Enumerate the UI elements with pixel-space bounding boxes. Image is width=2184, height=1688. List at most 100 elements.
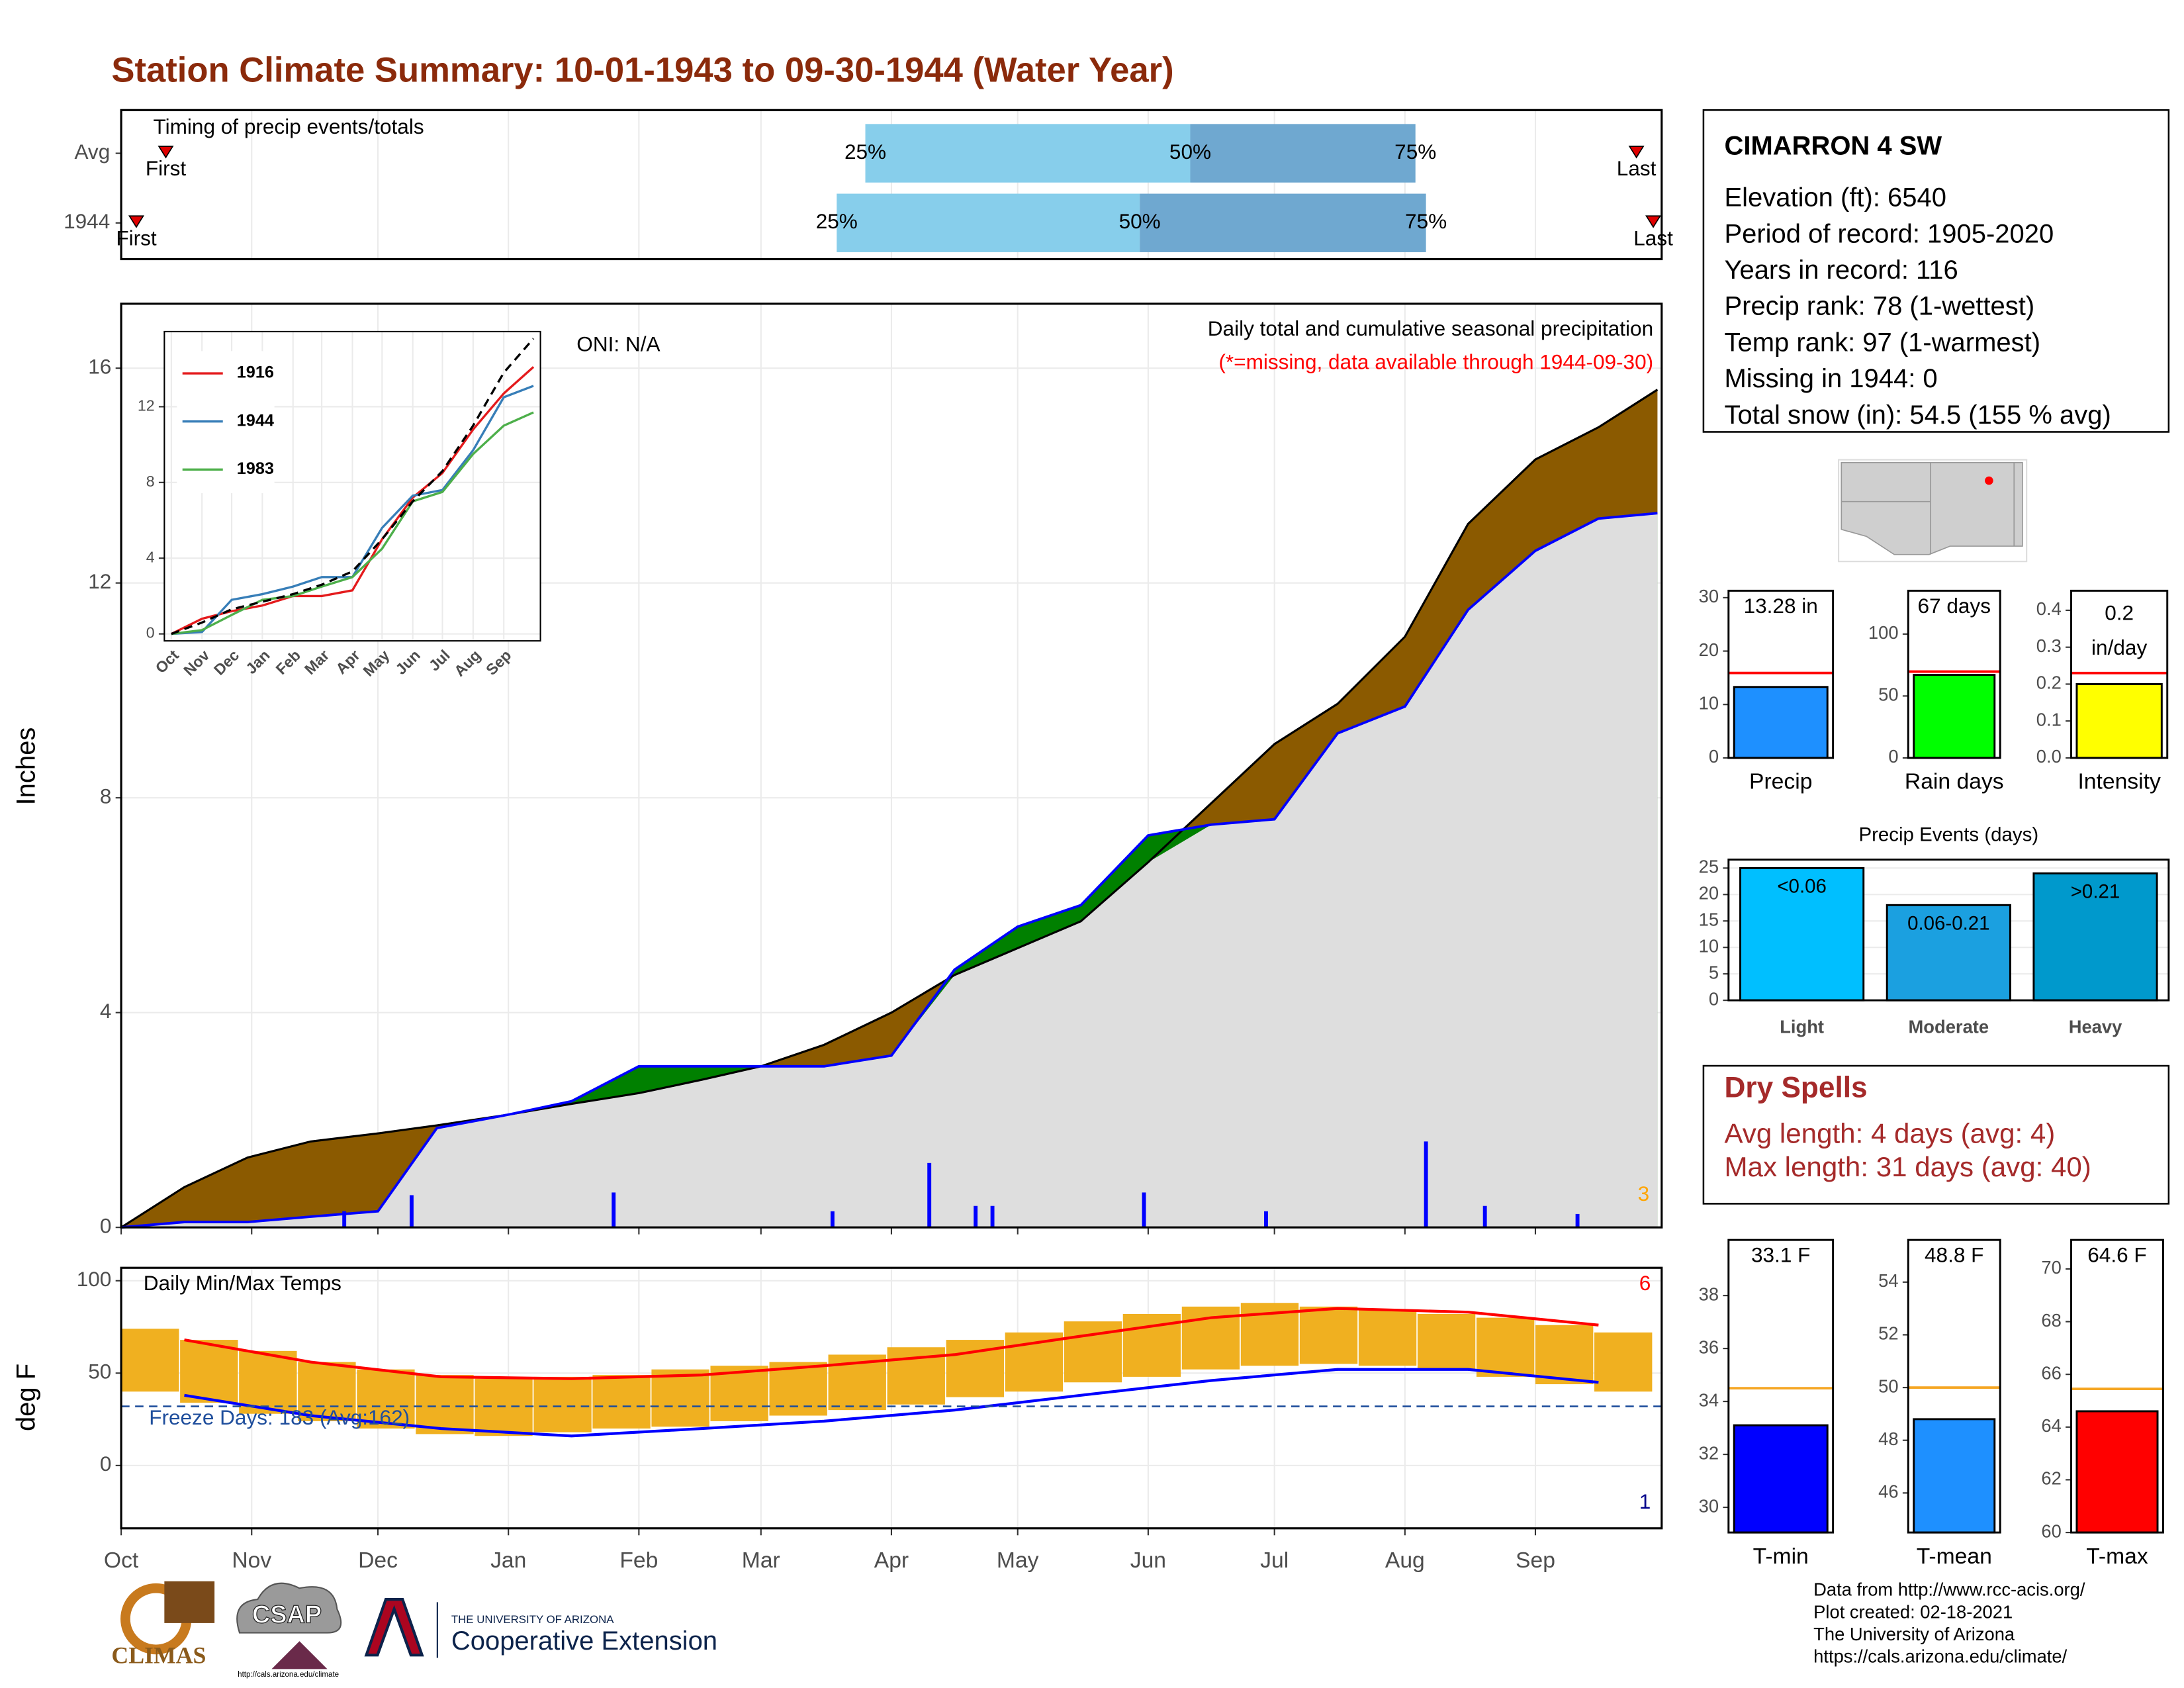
daily-precip-bar — [830, 1211, 835, 1228]
station-line: Years in record: 116 — [1724, 256, 1958, 285]
x-tick-label: Jan — [490, 1548, 526, 1573]
y-tick-label: 30 — [1699, 1495, 1719, 1516]
y-tick-label: 68 — [2041, 1310, 2061, 1331]
bar — [2032, 872, 2158, 1002]
category-label: Heavy — [2069, 1016, 2122, 1037]
percentile-label: 75% — [1394, 140, 1436, 164]
station-name: CIMARRON 4 SW — [1724, 132, 1942, 161]
category-label: Intensity — [2077, 770, 2161, 794]
daily-precip-bar — [1575, 1213, 1580, 1228]
y-tick-label: 62 — [2041, 1468, 2061, 1489]
category-label: Light — [1780, 1016, 1824, 1037]
percentile-label: 25% — [816, 209, 858, 233]
value-label: 0.2 — [2105, 601, 2134, 625]
inset-avg-line — [171, 338, 535, 635]
subtitle: Daily total and cumulative seasonal prec… — [1208, 316, 1653, 340]
temp-range-bar — [1299, 1306, 1358, 1364]
count-label: 3 — [1638, 1182, 1650, 1205]
legend-label: 1916 — [237, 363, 274, 382]
x-tick-label: Mar — [742, 1548, 780, 1573]
value-label: 64.6 F — [2087, 1243, 2146, 1267]
credit-line: Plot created: 02-18-2021 — [1813, 1601, 2013, 1622]
bar — [1739, 867, 1865, 1002]
y-tick-label: 50 — [1878, 684, 1898, 705]
y-tick-label: 4 — [146, 548, 155, 565]
y-axis-label: deg F — [12, 1364, 41, 1431]
y-tick-label: 5 — [1709, 962, 1719, 982]
legend-label: 1983 — [237, 459, 274, 478]
dry-spell-box — [1702, 1064, 2170, 1205]
panel-frame — [1907, 1239, 2001, 1534]
x-tick-label: May — [997, 1548, 1039, 1573]
panel-frame — [1727, 859, 2170, 1002]
logo-text: CLIMAS — [111, 1642, 206, 1669]
bar — [1886, 904, 2011, 1002]
daily-precip-bar — [1142, 1192, 1146, 1228]
csap-logo: CSAP http://cals.arizona.edu/climate — [236, 1582, 342, 1679]
avg-cumulative-line — [120, 389, 1659, 1229]
panel-title: Timing of precip events/totals — [154, 115, 424, 138]
event-label: First — [116, 226, 157, 250]
inset-line — [171, 366, 535, 635]
temp-range-bar — [239, 1350, 297, 1414]
credit-line: The University of Arizona — [1813, 1624, 2015, 1644]
daily-precip-bar — [1482, 1205, 1487, 1228]
temp-range-bar — [1358, 1310, 1417, 1366]
bin-label: >0.21 — [2071, 881, 2120, 903]
x-tick-label: Apr — [874, 1548, 909, 1573]
page-title: Station Climate Summary: 10-01-1943 to 0… — [111, 50, 1173, 89]
temp-range-bar — [1417, 1313, 1476, 1370]
panel-frame — [120, 109, 1663, 261]
credit-line: https://cals.arizona.edu/climate/ — [1813, 1646, 2067, 1667]
panel-frame — [1727, 1239, 1835, 1534]
panel-frame — [120, 1266, 1663, 1530]
panel-title: Daily Min/Max Temps — [144, 1271, 341, 1295]
daily-precip-bar — [1424, 1141, 1428, 1228]
x-tick-label: Sep — [1516, 1548, 1555, 1573]
y-tick-label: 50 — [1878, 1376, 1898, 1396]
normal-max-line — [184, 1307, 1599, 1380]
panel-frame — [1907, 589, 2001, 759]
panel-frame — [2070, 589, 2169, 759]
y-tick-label: 66 — [2041, 1362, 2061, 1383]
event-marker — [128, 215, 145, 228]
dry-spell-line: Max length: 31 days (avg: 40) — [1724, 1151, 2091, 1182]
logo-text: CSAP — [252, 1601, 322, 1628]
y-tick-label: 16 — [88, 355, 111, 379]
temp-range-bar — [416, 1375, 474, 1434]
panel-frame — [2070, 1239, 2164, 1534]
temp-range-bar — [1594, 1332, 1653, 1392]
y-tick-label: 0 — [100, 1214, 112, 1238]
logo-text: Cooperative Extension — [451, 1626, 717, 1656]
x-tick-label: Feb — [619, 1548, 658, 1573]
temp-range-bar — [357, 1369, 415, 1429]
annotation: ONI: N/A — [576, 332, 660, 355]
value-label: 33.1 F — [1751, 1243, 1810, 1267]
row-label: Avg — [74, 140, 110, 164]
event-marker — [1628, 146, 1645, 159]
panel-frame — [1727, 589, 1835, 759]
daily-precip-bar — [612, 1192, 616, 1228]
category-label: T-max — [2086, 1544, 2148, 1569]
y-tick-label: 50 — [88, 1360, 111, 1383]
category-label: T-mean — [1917, 1544, 1992, 1569]
temp-range-bar — [121, 1329, 179, 1392]
location-map — [1838, 459, 2028, 563]
percentile-label: 50% — [1119, 209, 1161, 233]
temp-range-bar — [298, 1362, 356, 1421]
bar — [1913, 674, 1996, 759]
daily-precip-bar — [342, 1211, 347, 1228]
unit-label: in/day — [2091, 635, 2147, 659]
y-tick-label: 46 — [1878, 1481, 1898, 1502]
y-tick-label: 0.1 — [2036, 709, 2062, 729]
bar — [1733, 686, 1829, 759]
y-tick-label: 15 — [1699, 909, 1719, 929]
quartile-bar — [1140, 193, 1426, 252]
temp-range-bar — [533, 1376, 592, 1432]
event-marker — [158, 146, 174, 159]
station-line: Period of record: 1905-2020 — [1724, 219, 2054, 248]
y-tick-label: 52 — [1878, 1323, 1898, 1344]
category-label: Rain days — [1905, 770, 2004, 794]
y-tick-label: 20 — [1699, 639, 1719, 660]
